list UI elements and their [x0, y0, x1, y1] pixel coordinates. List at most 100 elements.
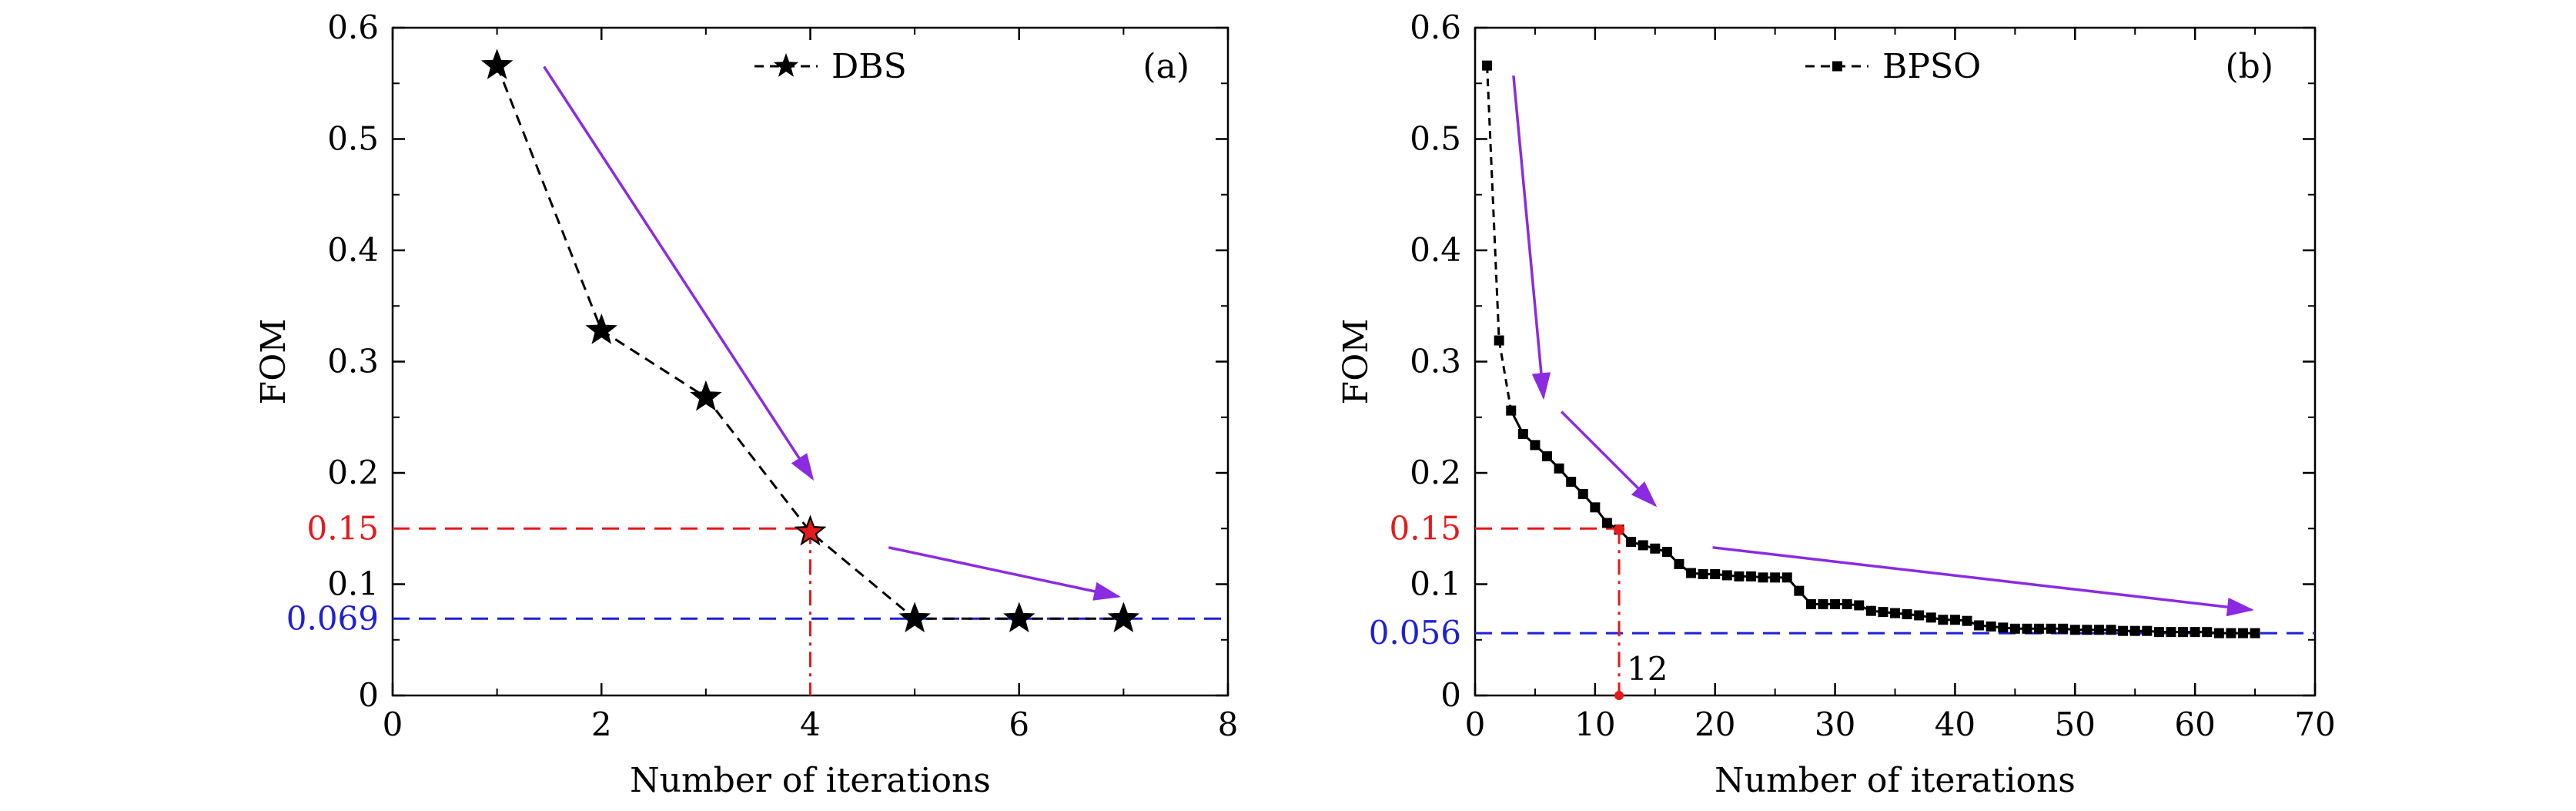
- data-point-highlight: [1614, 524, 1625, 535]
- data-point: [1914, 610, 1925, 621]
- data-point: [1878, 607, 1889, 618]
- y-tick-label: 0: [358, 676, 379, 714]
- y-axis-title: FOM: [1337, 319, 1376, 405]
- x-tick-label: 10: [1574, 705, 1615, 743]
- data-point: [2166, 627, 2176, 638]
- x-tick-label: 40: [1935, 705, 1975, 743]
- reference-value-label: 0.056: [1369, 614, 1461, 652]
- data-point: [1577, 488, 1588, 499]
- y-tick-label: 0.6: [327, 8, 379, 46]
- data-point: [2178, 627, 2189, 638]
- data-point: [690, 380, 722, 411]
- data-point: [1758, 572, 1768, 583]
- reference-point: [1614, 691, 1624, 700]
- data-point: [1482, 60, 1493, 71]
- data-point: [2202, 627, 2213, 638]
- x-tick-label: 30: [1815, 705, 1855, 743]
- reference-lines: 0.15 0.069: [286, 509, 1228, 695]
- data-point: [2106, 625, 2116, 635]
- y-tick-label: 0.3: [1410, 343, 1461, 380]
- y-tick-label: 0.5: [327, 120, 379, 158]
- plot-border: [1474, 26, 2317, 697]
- y-tick-label: 0: [1440, 676, 1461, 714]
- reference-x-label: 12: [1627, 650, 1668, 688]
- data-point: [2129, 625, 2140, 636]
- reference-value-label: 0.069: [286, 599, 379, 637]
- data-point: [2237, 628, 2248, 638]
- x-tick-label: 2: [591, 705, 612, 743]
- panel-label: (a): [1142, 47, 1189, 86]
- data-point: [1710, 568, 1721, 579]
- data-point: [1949, 615, 1960, 625]
- data-point: [1674, 558, 1684, 569]
- series-line: [1510, 410, 2256, 635]
- data-point: [1721, 570, 1732, 581]
- data-point: [1698, 568, 1708, 579]
- data-point: [898, 602, 931, 633]
- data-point: [1506, 405, 1517, 416]
- data-point: [1745, 571, 1756, 581]
- axis-ticks: 0 10 20 30 40 50 60 70 0 0.1 0.2 0.3 0.4 0.5 0.6: [1410, 8, 2336, 743]
- x-tick-label: 0: [383, 705, 403, 743]
- legend-label-bpso: BPSO: [1882, 47, 1981, 86]
- reference-value-label: 0.15: [1389, 509, 1461, 547]
- y-tick-label: 0.1: [327, 565, 379, 603]
- data-point: [1805, 599, 1816, 610]
- trend-arrows: [543, 65, 1122, 601]
- data-point: [1661, 547, 1672, 558]
- y-tick-label: 0.4: [327, 231, 379, 269]
- data-point: [1686, 568, 1697, 578]
- x-axis-title: Number of iterations: [1715, 761, 2076, 800]
- data-point: [1830, 599, 1841, 610]
- y-axis-title: FOM: [254, 319, 293, 405]
- panel-label: (b): [2226, 47, 2274, 86]
- data-point: [1590, 502, 1601, 513]
- data-point: [1998, 622, 2009, 633]
- data-point: [585, 313, 618, 344]
- data-point: [2142, 625, 2153, 636]
- data-point: [1890, 608, 1900, 618]
- data-point: [2118, 625, 2129, 636]
- reference-value-label: 0.15: [306, 509, 379, 547]
- data-point: [1530, 440, 1541, 451]
- y-tick-label: 0.3: [327, 343, 379, 380]
- trend-arrow: [888, 546, 1122, 601]
- data-point: [1734, 571, 1745, 581]
- data-point: [1770, 572, 1781, 583]
- data-point: [1003, 602, 1035, 633]
- axis-ticks: 0 2 4 6 8 0 0.1 0.2 0.3 0.4 0.5 0.6: [327, 8, 1238, 743]
- data-point: [2009, 623, 2020, 634]
- data-point: [2213, 628, 2224, 638]
- trend-arrow: [1512, 75, 1551, 400]
- legend-symbol: [754, 53, 818, 77]
- y-tick-label: 0.5: [1410, 120, 1461, 158]
- data-point: [2022, 623, 2032, 634]
- data-series: [480, 49, 1140, 633]
- data-point: [1865, 605, 1876, 616]
- data-point: [1962, 615, 1972, 626]
- legend-marker: [773, 53, 799, 77]
- data-point: [1542, 451, 1553, 461]
- data-point: [1494, 335, 1504, 346]
- data-point: [1854, 600, 1865, 611]
- x-tick-label: 20: [1694, 705, 1735, 743]
- x-tick-label: 50: [2055, 705, 2096, 743]
- data-point: [1107, 602, 1140, 633]
- trend-arrow: [1712, 546, 2254, 617]
- data-point: [2034, 623, 2045, 634]
- y-tick-label: 0.4: [1410, 231, 1461, 269]
- data-point: [480, 49, 514, 79]
- chart-panel-a: 0 2 4 6 8 0 0.1 0.2 0.3 0.4 0.5 0.6 0.15 0.069 DBS (…: [254, 8, 1238, 800]
- data-point: [1650, 543, 1661, 554]
- data-point: [1626, 537, 1637, 548]
- data-point: [2069, 625, 2080, 635]
- data-point: [2058, 623, 2069, 634]
- data-point: [2250, 628, 2260, 638]
- x-tick-label: 0: [1465, 705, 1486, 743]
- data-point: [1818, 599, 1828, 610]
- x-tick-label: 4: [800, 705, 821, 743]
- y-tick-label: 0.2: [327, 454, 379, 491]
- y-tick-label: 0.1: [1410, 565, 1461, 603]
